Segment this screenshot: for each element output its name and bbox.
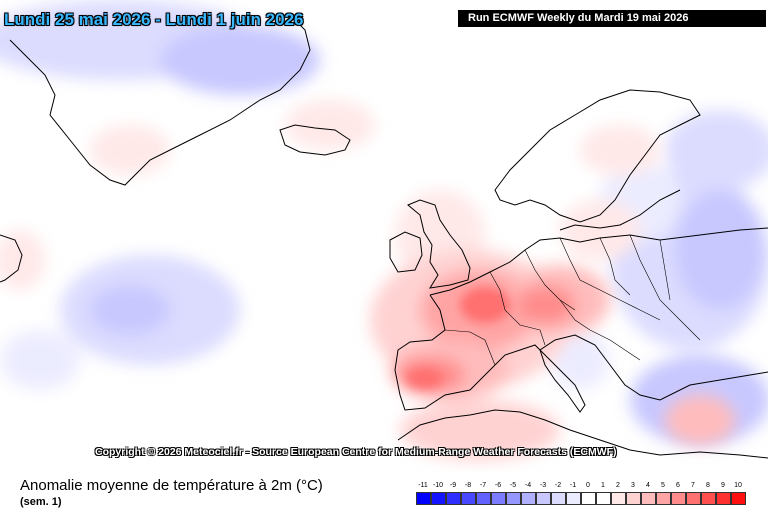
legend-tick-label: -7 bbox=[479, 482, 487, 489]
map-canvas bbox=[0, 0, 768, 460]
footer: Anomalie moyenne de température à 2m (°C… bbox=[0, 472, 768, 512]
legend-tick-label: -3 bbox=[539, 482, 547, 489]
legend-swatch bbox=[671, 492, 686, 505]
legend-tick-label: 5 bbox=[661, 482, 665, 489]
legend-swatch bbox=[686, 492, 701, 505]
legend-tick-label: -6 bbox=[494, 482, 502, 489]
week-label: (sem. 1) bbox=[20, 496, 62, 508]
legend-swatch bbox=[446, 492, 461, 505]
legend-swatch bbox=[611, 492, 626, 505]
legend-swatch bbox=[656, 492, 671, 505]
legend-swatch bbox=[476, 492, 491, 505]
copyright-text: Copyright © 2026 Meteociel.fr - Source E… bbox=[95, 446, 617, 458]
legend-tick-label: -2 bbox=[554, 482, 562, 489]
greenland-coast bbox=[9, 14, 311, 186]
date-range-title: Lundi 25 mai 2026 - Lundi 1 juin 2026 bbox=[4, 10, 304, 29]
legend-tick-label: 6 bbox=[676, 482, 680, 489]
iceland-coast bbox=[279, 124, 351, 156]
legend-tick-label: -4 bbox=[524, 482, 532, 489]
legend-swatch bbox=[596, 492, 611, 505]
west-coast-fragment bbox=[0, 234, 23, 283]
color-legend: -11 -10 -9 -8 -7 -6 -5 -4 -3 -2 -1 0 1 2 3 4 5 6 7 8 9 10 bbox=[0, 472, 768, 512]
legend-swatch bbox=[731, 492, 746, 505]
legend-tick-label: 2 bbox=[616, 482, 620, 489]
legend-swatch bbox=[431, 492, 446, 505]
legend-tick-label: -5 bbox=[509, 482, 517, 489]
biscay-iberia-coast bbox=[394, 294, 496, 411]
legend-swatch bbox=[701, 492, 716, 505]
legend-swatch bbox=[491, 492, 506, 505]
legend-tick-label: 0 bbox=[586, 482, 590, 489]
baltic-coast bbox=[559, 189, 681, 231]
legend-tick-label: 10 bbox=[734, 482, 742, 489]
cold-anomaly-areas bbox=[0, 0, 768, 445]
ireland-coast bbox=[389, 231, 423, 273]
legend-tick-label: -11 bbox=[418, 482, 428, 489]
anomaly-map: Lundi 25 mai 2026 - Lundi 1 juin 2026 Ru… bbox=[0, 0, 768, 460]
med-coast bbox=[494, 334, 768, 413]
legend-tick-label: 8 bbox=[706, 482, 710, 489]
legend-tick-label: -9 bbox=[449, 482, 457, 489]
legend-swatch bbox=[566, 492, 581, 505]
legend-swatch bbox=[536, 492, 551, 505]
legend-tick-label: 3 bbox=[631, 482, 635, 489]
country-borders bbox=[444, 234, 701, 366]
variable-title: Anomalie moyenne de température à 2m (°C… bbox=[20, 477, 323, 494]
legend-tick-label: -1 bbox=[569, 482, 577, 489]
coastlines bbox=[0, 14, 768, 459]
legend-tick-label: -10 bbox=[432, 482, 444, 489]
great-britain-coast bbox=[407, 199, 471, 289]
legend-tick-label: 9 bbox=[721, 482, 725, 489]
run-info-banner: Run ECMWF Weekly du Mardi 19 mai 2026 bbox=[458, 10, 766, 27]
scandinavia-coast bbox=[494, 89, 701, 223]
legend-tick-label: -8 bbox=[464, 482, 472, 489]
legend-swatch bbox=[716, 492, 731, 505]
legend-swatch bbox=[461, 492, 476, 505]
legend-tick-label: 7 bbox=[691, 482, 695, 489]
legend-swatch bbox=[581, 492, 596, 505]
legend-swatch bbox=[626, 492, 641, 505]
legend-swatch bbox=[551, 492, 566, 505]
legend-swatch bbox=[416, 492, 431, 505]
legend-swatch bbox=[641, 492, 656, 505]
legend-swatch bbox=[521, 492, 536, 505]
legend-swatch bbox=[506, 492, 521, 505]
legend-tick-label: 4 bbox=[646, 482, 650, 489]
legend-tick-label: 1 bbox=[601, 482, 605, 489]
north-africa-coast bbox=[397, 409, 768, 459]
